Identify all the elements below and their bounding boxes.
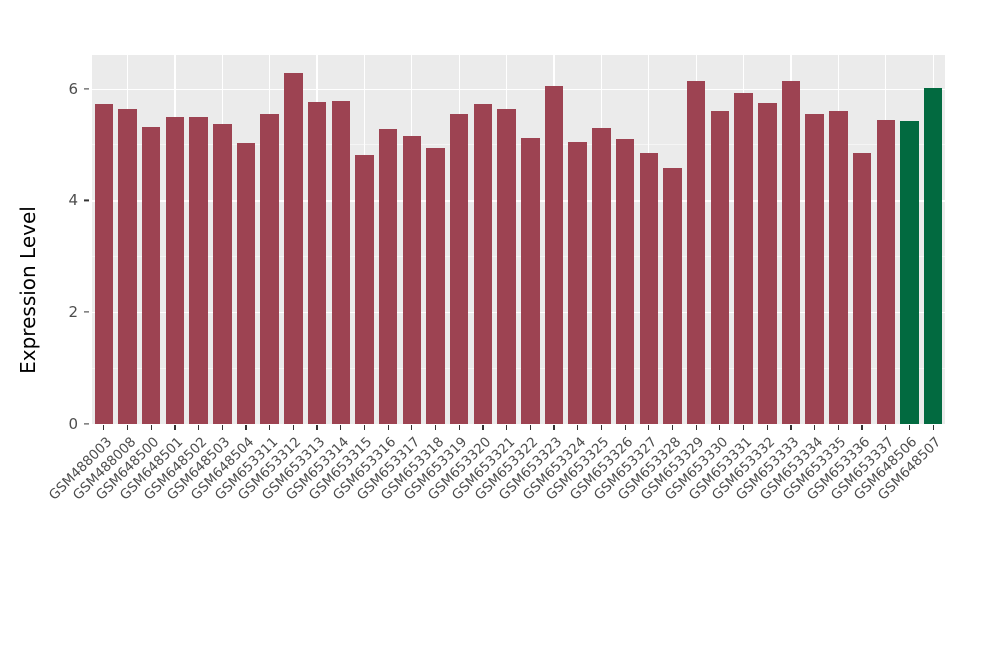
- x-tick-mark: [648, 425, 650, 430]
- x-tick-mark: [600, 425, 603, 430]
- x-tick-mark: [790, 425, 792, 430]
- y-tick-label: 2: [68, 303, 78, 322]
- bar: [284, 72, 303, 424]
- x-tick-mark: [434, 425, 437, 430]
- bar: [592, 128, 611, 424]
- y-tick-label: 4: [68, 191, 78, 210]
- bar: [307, 101, 327, 424]
- gridline-major-y: [92, 200, 945, 202]
- gridline-minor-y: [92, 368, 945, 370]
- x-tick-mark: [126, 425, 129, 430]
- x-tick-mark: [245, 425, 247, 430]
- bar: [236, 142, 256, 424]
- bar: [165, 116, 185, 424]
- bar: [805, 114, 824, 424]
- bar: [758, 103, 777, 424]
- bar: [450, 114, 469, 424]
- bar: [734, 93, 753, 424]
- bar: [686, 81, 706, 424]
- bar: [141, 127, 161, 424]
- x-tick-mark: [837, 425, 839, 430]
- bar: [473, 103, 493, 424]
- bar: [615, 138, 635, 424]
- x-tick-mark: [292, 425, 294, 430]
- x-tick-mark: [506, 425, 508, 430]
- bar: [900, 120, 919, 424]
- bar: [426, 148, 445, 424]
- x-tick-mark: [221, 425, 223, 430]
- y-tick-label: 6: [68, 79, 78, 98]
- x-tick-mark: [885, 425, 887, 430]
- bar: [781, 80, 801, 424]
- y-tick-label: 0: [68, 415, 78, 433]
- x-tick-mark: [198, 425, 200, 430]
- x-tick-mark: [932, 425, 934, 430]
- x-tick-mark: [269, 425, 271, 430]
- x-tick-mark: [340, 425, 342, 430]
- x-tick-mark: [908, 425, 911, 430]
- x-tick-mark: [719, 425, 721, 430]
- bar: [260, 114, 279, 424]
- bar: [876, 119, 895, 424]
- x-tick-mark: [529, 425, 531, 430]
- x-tick-mark: [482, 425, 484, 430]
- y-tick-mark: [84, 199, 89, 201]
- bar: [639, 153, 659, 424]
- bar: [118, 109, 137, 424]
- bar: [544, 85, 564, 424]
- bar: [497, 108, 516, 424]
- bar: [402, 135, 422, 424]
- x-tick-mark: [458, 425, 460, 430]
- x-tick-mark: [695, 425, 697, 430]
- y-tick-mark: [84, 87, 89, 90]
- x-tick-mark: [363, 425, 366, 430]
- gridline-major-y: [92, 88, 945, 90]
- y-tick-mark: [84, 311, 89, 313]
- x-tick-mark: [150, 425, 152, 430]
- x-tick-mark: [174, 425, 176, 430]
- y-tick-mark: [84, 423, 89, 425]
- bar: [521, 137, 540, 424]
- bar: [378, 129, 398, 424]
- x-tick-mark: [316, 425, 318, 430]
- x-tick-mark: [411, 425, 413, 430]
- gridline-minor-y: [92, 144, 945, 146]
- bar: [189, 117, 208, 424]
- x-tick-mark: [861, 425, 863, 430]
- bar: [213, 123, 232, 424]
- x-tick-mark: [766, 425, 768, 430]
- plot-panel: [92, 55, 945, 424]
- bar: [710, 110, 730, 424]
- bar: [663, 167, 682, 424]
- x-tick-mark: [742, 425, 745, 430]
- x-tick-mark: [387, 425, 389, 430]
- bar: [355, 154, 374, 424]
- bar: [852, 152, 872, 424]
- x-tick-mark: [577, 425, 579, 430]
- bar: [331, 101, 351, 424]
- bar: [94, 104, 114, 424]
- bar: [923, 88, 943, 424]
- x-tick-mark: [103, 425, 105, 430]
- gridline-minor-y: [92, 256, 945, 258]
- x-tick-mark: [553, 425, 555, 430]
- bar: [829, 111, 848, 424]
- x-tick-mark: [624, 425, 626, 430]
- x-tick-mark: [814, 425, 816, 430]
- gridline-major-y: [92, 312, 945, 314]
- bar: [568, 142, 587, 424]
- x-tick-mark: [671, 425, 674, 430]
